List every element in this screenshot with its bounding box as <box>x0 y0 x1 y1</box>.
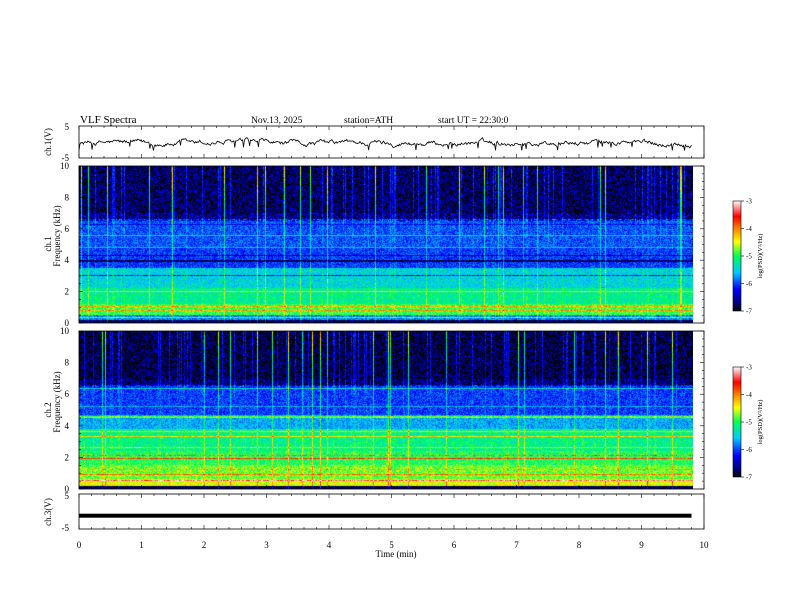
ch1-spectrogram-canvas <box>79 166 693 323</box>
ch1-waveform-ylabel: ch.1(V) <box>43 128 53 156</box>
ch2-spectrogram-ytick-label: 10 <box>60 326 70 336</box>
ch3-ytick-top: 5 <box>65 491 70 501</box>
time-axis-tick-label: 2 <box>202 540 207 550</box>
ch2-colorbar-tick-label: -3 <box>746 364 752 372</box>
ch2-spectrogram-xticks <box>78 331 705 489</box>
ch1-spectrogram-ytick-label: 2 <box>65 287 70 297</box>
ch1-spectrogram-ylabel-frequency: Frequency (kHz) <box>52 205 62 266</box>
ch1-waveform-xticks <box>78 126 705 158</box>
ch2-spectrogram-ylabel-channel: ch.2 <box>43 402 53 417</box>
time-axis-tick-label: 6 <box>452 540 457 550</box>
ch1-spectrogram-ytick-label: 10 <box>60 161 70 171</box>
date-label: Nov.13, 2025 <box>251 116 303 126</box>
ch3-waveform-frame <box>78 493 705 530</box>
ch2-colorbar-label: log(PSD)(V²/Hz) <box>757 400 764 445</box>
ch1-spectrogram-yticks: 0 2 4 6 8 10 <box>60 161 704 328</box>
ch1-colorbar-label: log(PSD)(V²/Hz) <box>757 234 764 279</box>
ch1-spectrogram-ytick-label: 0 <box>65 318 70 328</box>
ch2-colorbar: -3 -4 -5 -6 -7 log(PSD)(V²/Hz) <box>732 364 764 482</box>
ch1-colorbar-ticks: -3 -4 -5 -6 -7 <box>741 198 752 316</box>
ch2-spectrogram-ytick-label: 2 <box>65 452 70 462</box>
ch1-spectrogram-ytick-label: 6 <box>65 224 70 234</box>
ch2-colorbar-ticks: -3 -4 -5 -6 -7 <box>741 364 752 482</box>
ch1-waveform-trace <box>78 137 692 151</box>
ch2-spectrogram-ytick-label: 6 <box>65 389 70 399</box>
time-axis-tick-label: 7 <box>514 540 519 550</box>
ch1-waveform-panel: 5 -5 ch.1(V) <box>43 122 705 163</box>
time-axis-tick-label: 8 <box>577 540 582 550</box>
ch3-waveform-trace <box>79 513 692 518</box>
ch1-spectrogram-ytick-label: 8 <box>65 192 70 202</box>
ch2-spectrogram-ylabel-frequency: Frequency (kHz) <box>52 371 62 432</box>
ch3-waveform-ylabel: ch.3(V) <box>43 498 53 526</box>
time-axis-tick-label: 5 <box>389 540 394 550</box>
ch2-spectrogram-panel: 0 2 4 6 8 10 ch.2 Frequency (kHz) -3 -4 -5 -6 -7 … <box>43 326 764 494</box>
ch1-spectrogram-ytick-label: 4 <box>65 255 70 265</box>
ch2-colorbar-tick-label: -6 <box>746 446 752 454</box>
ch1-colorbar-tick-label: -4 <box>746 225 752 233</box>
figure-title: VLF Spectra <box>80 114 137 126</box>
ch1-colorbar-gradient <box>732 200 742 312</box>
ch1-spectrogram-ylabel-channel: ch.1 <box>43 236 53 251</box>
ch2-colorbar-gradient <box>732 366 742 478</box>
ch2-spectrogram-ytick-label: 8 <box>65 358 70 368</box>
time-axis-label: Time (min) <box>376 549 417 559</box>
time-axis-tick-label: 9 <box>639 540 644 550</box>
start-time-label: start UT = 22:30:0 <box>438 116 509 126</box>
ch1-spectrogram-image-holder <box>79 166 693 323</box>
ch2-spectrogram-canvas <box>79 331 693 489</box>
time-axis-tick-label: 0 <box>77 540 82 550</box>
time-axis-tick-label: 1 <box>139 540 144 550</box>
ch2-spectrogram-image-holder <box>79 331 693 489</box>
ch3-waveform-xticks <box>78 494 705 529</box>
ch1-colorbar: -3 -4 -5 -6 -7 log(PSD)(V²/Hz) <box>732 198 764 316</box>
station-label: station=ATH <box>344 116 393 126</box>
time-axis-tick-labels: 0 1 2 3 4 5 6 7 8 9 10 <box>77 540 709 550</box>
ch3-ytick-bottom: -5 <box>62 523 70 533</box>
time-axis-tick-label: 10 <box>700 540 710 550</box>
ch1-ytick-top: 5 <box>65 122 70 132</box>
ch1-colorbar-tick-label: -6 <box>746 280 752 288</box>
time-axis-tick-label: 3 <box>264 540 269 550</box>
ch1-colorbar-tick-label: -7 <box>746 308 752 316</box>
time-axis-tick-label: 4 <box>327 540 332 550</box>
ch1-spectrogram-xticks <box>78 166 705 323</box>
ch2-spectrogram-ytick-label: 0 <box>65 484 70 494</box>
ch2-colorbar-tick-label: -7 <box>746 474 752 482</box>
ch1-ytick-bottom: -5 <box>62 153 70 163</box>
ch2-colorbar-tick-label: -5 <box>746 419 752 427</box>
ch3-waveform-panel: 5 -5 ch.3(V) <box>43 491 705 533</box>
ch2-spectrogram-ytick-label: 4 <box>65 421 70 431</box>
ch2-spectrogram-yticks: 0 2 4 6 8 10 <box>60 326 704 494</box>
ch2-colorbar-tick-label: -4 <box>746 391 752 399</box>
ch1-colorbar-tick-label: -5 <box>746 253 752 261</box>
ch1-colorbar-tick-label: -3 <box>746 198 752 206</box>
ch1-spectrogram-panel: 0 2 4 6 8 10 ch.1 Frequency (kHz) -3 -4 -5 -6 -7 … <box>43 161 764 328</box>
